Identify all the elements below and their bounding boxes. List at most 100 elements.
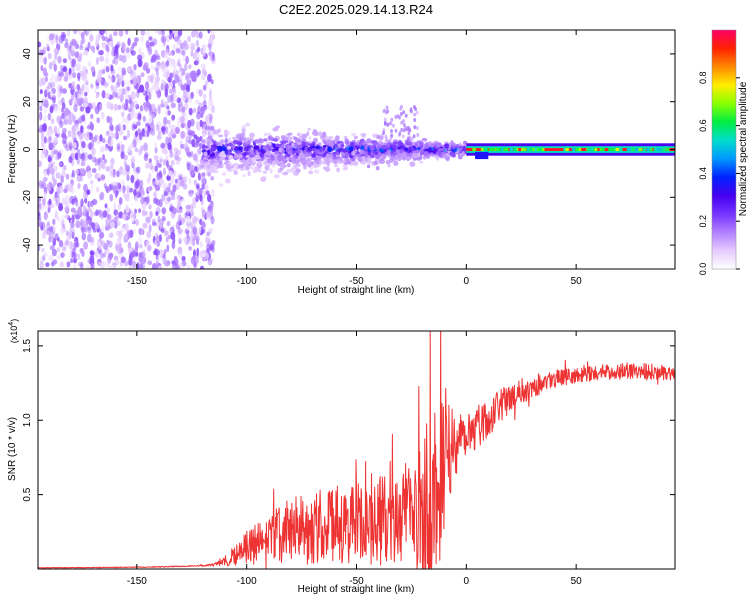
spectrogram-band-point	[325, 153, 330, 159]
spectrogram-band-point	[263, 132, 268, 137]
spectrogram-noise-point	[40, 151, 45, 160]
spectrogram-noise-point	[134, 246, 139, 253]
spectrogram-noise-point	[86, 216, 90, 221]
spectrogram-noise-point	[142, 115, 146, 122]
spectrogram-noise-point	[172, 94, 178, 103]
spectrogram-noise-point	[86, 125, 92, 130]
spectrogram-noise-point	[48, 62, 53, 70]
spectrogram-band-point	[266, 132, 271, 136]
spectrogram-noise-point	[165, 126, 169, 135]
spectrogram-noise-point	[171, 133, 177, 139]
spectrogram-band-point	[309, 157, 313, 161]
spectrogram-noise-point	[117, 104, 122, 111]
spectrogram-noise-point	[138, 208, 142, 213]
spectrogram-noise-point	[48, 254, 54, 262]
spectrogram-noise-point	[90, 83, 94, 89]
spectrogram-band-point	[231, 168, 236, 172]
spectrogram-noise-point	[172, 184, 177, 193]
spectrogram-line-point	[472, 147, 477, 152]
spectrogram-noise-point	[61, 166, 66, 172]
spectrogram-noise-point	[177, 174, 183, 179]
spectrogram-noise-point	[38, 127, 43, 133]
spectrogram-line-point	[571, 147, 576, 152]
spectrogram-noise-point	[177, 149, 182, 155]
spectrogram-noise-point	[73, 262, 77, 269]
spectrogram-noise-point	[168, 182, 172, 188]
spectrogram-noise-point	[130, 50, 136, 56]
spectrogram-streak-point	[414, 107, 417, 112]
spectrogram-noise-point	[186, 264, 190, 269]
spectrogram-streak-point	[413, 118, 417, 122]
spectrogram-noise-point	[206, 210, 211, 218]
spectrogram-band-point	[325, 149, 329, 155]
spectrogram-noise-point	[168, 88, 174, 94]
spectrogram-noise-point	[109, 169, 114, 177]
spectrogram-band-point	[419, 141, 424, 147]
spectrogram-noise-point	[196, 111, 201, 120]
spectrogram-noise-point	[169, 30, 173, 35]
spectrogram-band-point	[303, 164, 307, 170]
spectrogram-band-point	[451, 142, 457, 148]
spectrogram-noise-point	[153, 191, 158, 199]
spectrogram-noise-point	[195, 184, 200, 190]
spectrogram-noise-point	[53, 165, 58, 172]
spectrogram-noise-point	[74, 99, 78, 106]
spectrogram-band-point	[256, 160, 263, 165]
spectrogram-noise-point	[205, 236, 209, 244]
spectrogram-noise-point	[42, 67, 47, 76]
spectrogram-noise-point	[131, 43, 135, 49]
spectrogram-noise-point	[184, 212, 188, 219]
spectrogram-noise-point	[75, 253, 81, 261]
spectrogram-noise-point	[54, 52, 58, 61]
spectrogram-band-point	[257, 169, 262, 173]
spectrogram-streak-point	[415, 110, 419, 115]
spectrogram-noise-point	[137, 148, 142, 156]
spectrogram-noise-point	[195, 232, 200, 238]
spectrogram-band-point	[448, 142, 453, 146]
spectrogram-band-point	[386, 149, 392, 154]
spectrogram-band-point	[419, 148, 424, 154]
spectrogram-noise-point	[167, 170, 173, 177]
spectrogram-band-point	[319, 159, 323, 165]
spectrogram-noise-point	[197, 172, 201, 181]
spectrogram-streak-point	[382, 109, 386, 114]
spectrogram-noise-point	[118, 30, 124, 37]
spectrogram-noise-point	[161, 64, 166, 73]
spectrogram-band-point	[200, 139, 206, 144]
colorbar-tick-label: 0.4	[698, 167, 708, 180]
spectrogram-noise-point	[149, 41, 155, 47]
spectrogram-noise-point	[201, 209, 207, 218]
spectrogram-noise-point	[101, 160, 106, 170]
spectrogram-band-point	[342, 163, 349, 169]
spectrogram-band-point	[293, 136, 298, 141]
spectrogram-noise-point	[86, 264, 90, 269]
spectrogram-noise-point	[94, 105, 100, 115]
colorbar: 0.0 0.2 0.4 0.6 0.8 Normalized spectral ampl…	[698, 29, 749, 275]
spectrogram-noise-point	[104, 30, 108, 36]
spectrogram-noise-point	[117, 203, 121, 211]
spectrogram-noise-point	[161, 61, 166, 66]
spectrogram-noise-point	[156, 234, 160, 244]
spectrogram-band-point	[354, 156, 359, 160]
spectrogram-noise-point	[48, 226, 54, 233]
spectrogram-noise-point	[75, 169, 79, 175]
spectrogram-noise-point	[149, 162, 153, 170]
spectrogram-noise-point	[129, 100, 135, 109]
spectrogram-noise-point	[147, 44, 152, 52]
spectrogram-noise-point	[71, 38, 77, 44]
spectrogram-band-point	[436, 142, 442, 148]
spectrogram-noise-point	[134, 171, 139, 180]
spectrogram-band-point	[304, 153, 311, 157]
spectrogram-noise-point	[43, 114, 47, 123]
x-tick-label: -150	[127, 576, 147, 587]
spectrogram-noise-point	[87, 41, 91, 50]
spectrogram-line-point	[615, 147, 620, 152]
spectrogram-noise-point	[56, 254, 62, 260]
spectrogram-noise-point	[190, 91, 194, 99]
spectrogram-noise-point	[91, 147, 96, 156]
spectrogram-noise-point	[208, 88, 213, 96]
spectrogram-band-point	[271, 155, 276, 161]
spectrogram-noise-point	[83, 70, 87, 79]
spectrogram-noise-point	[81, 46, 86, 52]
spectrogram-line-point	[538, 147, 543, 152]
